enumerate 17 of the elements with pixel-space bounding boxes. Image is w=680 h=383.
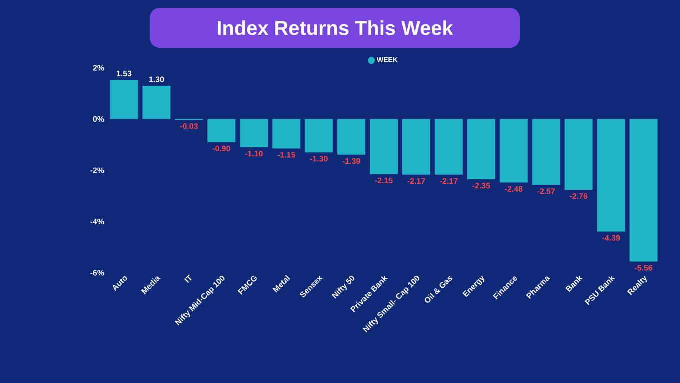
bar bbox=[630, 119, 658, 262]
bar bbox=[564, 119, 593, 190]
bar bbox=[142, 86, 171, 120]
bar bbox=[370, 119, 398, 174]
bar bbox=[208, 119, 236, 142]
bar bbox=[110, 80, 138, 120]
bar bbox=[338, 119, 366, 155]
bar bbox=[597, 119, 626, 232]
bar bbox=[272, 119, 301, 149]
bar bbox=[240, 119, 268, 148]
bar bbox=[500, 119, 528, 183]
bar bbox=[532, 119, 560, 186]
bar bbox=[402, 119, 430, 175]
bar bbox=[305, 119, 334, 153]
chart-title: Index Returns This Week bbox=[218, 20, 454, 36]
bar bbox=[434, 119, 463, 175]
bar bbox=[467, 119, 496, 180]
